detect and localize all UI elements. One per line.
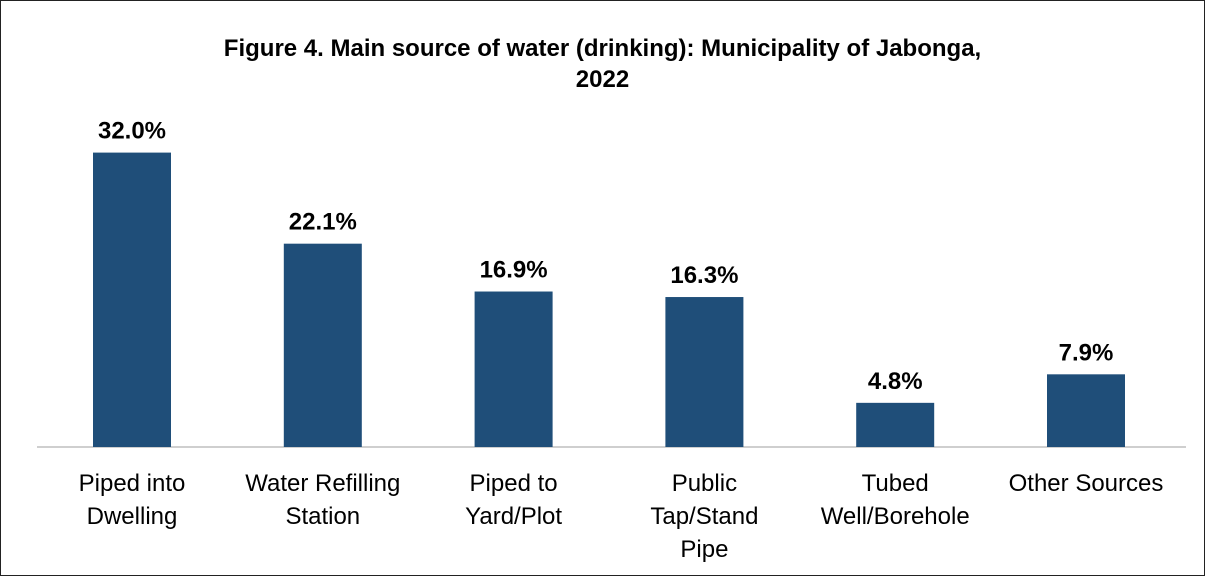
category-label-line: Dwelling — [87, 503, 178, 530]
data-label: 22.1% — [289, 209, 357, 236]
category-label-line: Pipe — [680, 536, 728, 563]
category-label-line: Piped to — [470, 470, 558, 497]
category-label: Tubed Well/Borehole — [821, 470, 970, 530]
data-label: 7.9% — [1059, 339, 1114, 366]
data-label: 16.3% — [670, 262, 738, 289]
bar — [856, 402, 935, 447]
bar — [665, 297, 744, 447]
category-label: Public Tap/Stand Pipe — [650, 470, 758, 563]
category-label: Water Refilling Station — [245, 470, 400, 530]
category-label-line: Public — [672, 470, 737, 497]
category-label-line: Tap/Stand — [650, 503, 758, 530]
chart-title-line-1: Figure 4. Main source of water (drinking… — [223, 35, 982, 62]
bar — [1047, 374, 1125, 447]
category-label-line: Piped into — [79, 470, 186, 497]
category-label-line: Yard/Plot — [465, 503, 562, 530]
category-label-line: Well/Borehole — [821, 503, 970, 530]
category-label-line: Tubed — [862, 470, 929, 497]
data-label: 4.8% — [868, 368, 923, 395]
category-label-line: Water Refilling — [245, 470, 400, 497]
category-label: Piped to Yard/Plot — [465, 470, 562, 530]
category-label: Piped into Dwelling — [79, 470, 186, 530]
bar — [93, 152, 171, 447]
bar — [474, 291, 553, 447]
data-label: 16.9% — [480, 257, 548, 284]
category-label-line: Other Sources — [1009, 470, 1164, 497]
bar — [283, 243, 362, 447]
category-label: Other Sources — [1009, 470, 1164, 497]
chart-title: Figure 4. Main source of water (drinking… — [1, 33, 1204, 95]
data-label: 32.0% — [98, 118, 166, 145]
category-label-line: Station — [285, 503, 360, 530]
chart-title-line-2: 2022 — [575, 66, 630, 93]
